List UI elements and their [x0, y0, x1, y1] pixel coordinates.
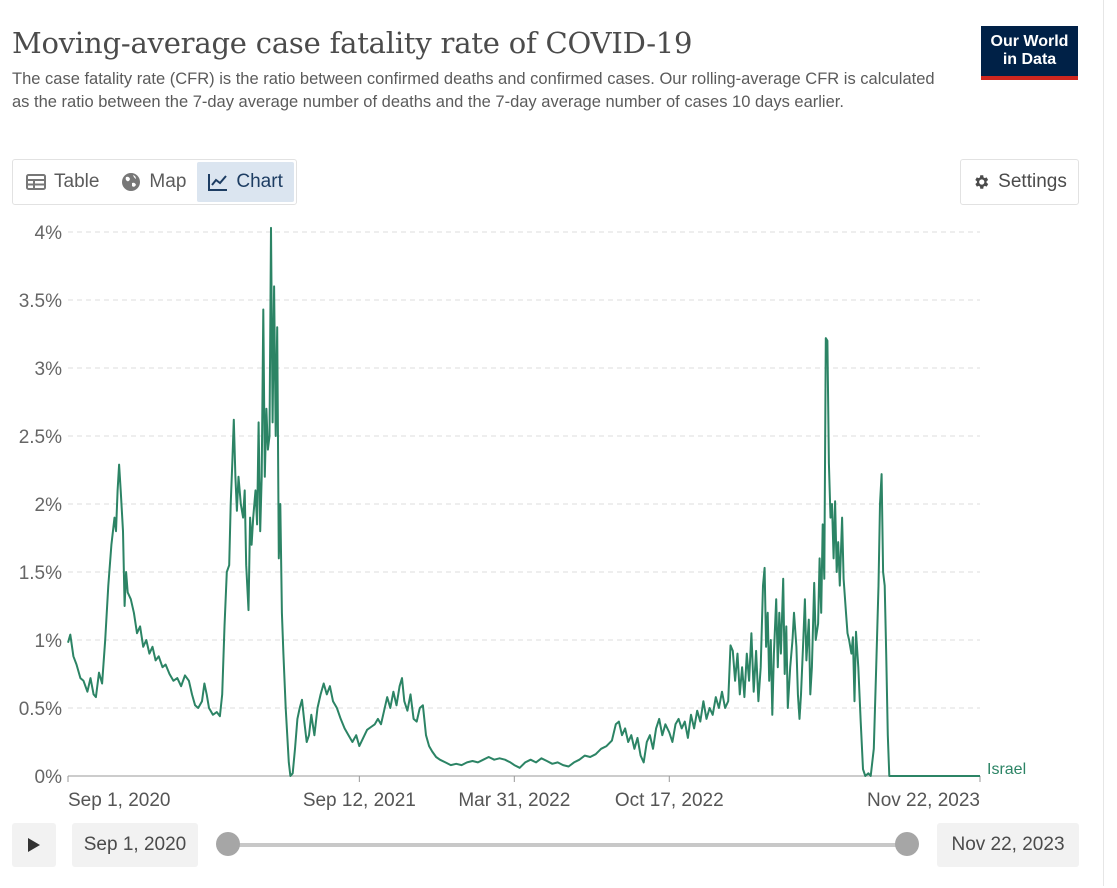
- settings-button[interactable]: Settings: [960, 159, 1079, 205]
- gear-icon: [975, 175, 989, 189]
- timeline-track[interactable]: [228, 843, 908, 847]
- table-icon: [26, 174, 46, 190]
- timeline-start-handle[interactable]: [216, 832, 240, 856]
- owid-logo[interactable]: Our World in Data: [981, 26, 1078, 80]
- timeline-end-date[interactable]: Nov 22, 2023: [937, 823, 1079, 867]
- tab-chart[interactable]: Chart: [197, 162, 294, 202]
- timeline-end-handle[interactable]: [895, 832, 919, 856]
- tab-table-label: Table: [54, 171, 100, 192]
- tab-table[interactable]: Table: [15, 162, 110, 202]
- tab-map-label: Map: [149, 171, 187, 192]
- line-chart-icon: [208, 174, 228, 191]
- settings-label: Settings: [998, 171, 1067, 192]
- globe-icon: [122, 173, 141, 191]
- logo-line-2: in Data: [1002, 51, 1057, 68]
- play-button[interactable]: [12, 823, 56, 867]
- view-tabs: Table Map Chart: [12, 159, 297, 205]
- tab-map[interactable]: Map: [110, 162, 197, 202]
- play-icon: [28, 838, 40, 852]
- logo-line-1: Our World: [990, 33, 1069, 50]
- chart-subtitle: The case fatality rate (CFR) is the rati…: [12, 70, 935, 111]
- tab-chart-label: Chart: [236, 171, 283, 192]
- chart-title: Moving-average case fatality rate of COV…: [12, 26, 693, 60]
- timeline-start-date[interactable]: Sep 1, 2020: [72, 823, 198, 867]
